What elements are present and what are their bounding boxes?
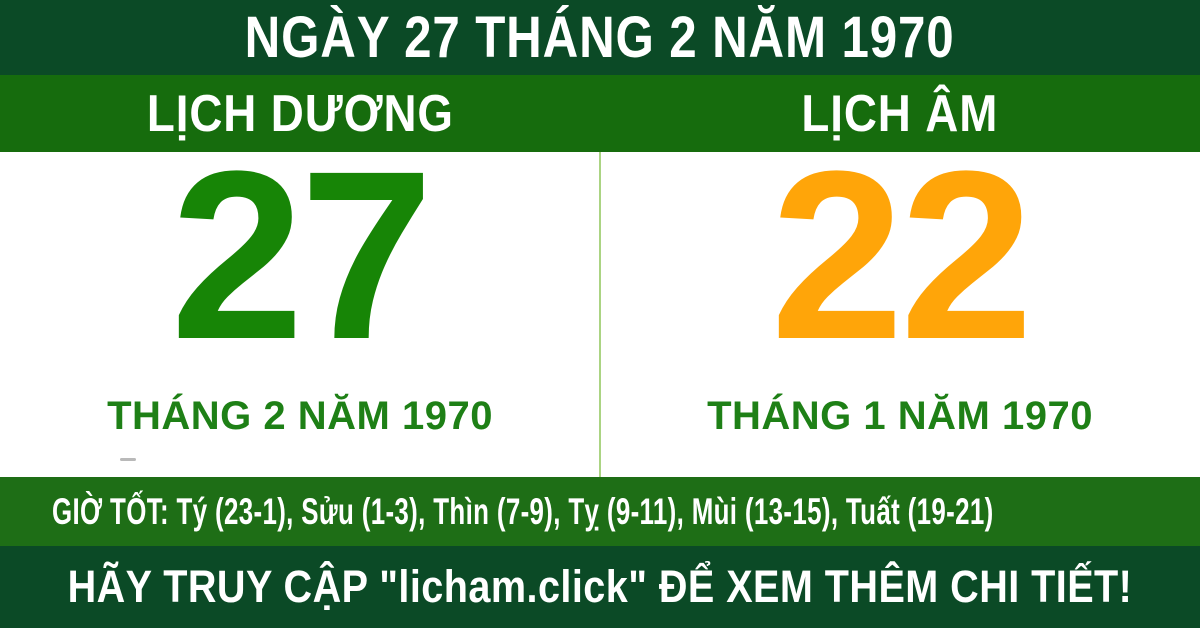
footer-cta-text: HÃY TRUY CẬP "licham.click" ĐỂ XEM THÊM … [67, 561, 1133, 612]
panel-divider-line [599, 152, 601, 477]
date-title: NGÀY 27 THÁNG 2 NĂM 1970 [245, 5, 955, 70]
solar-day-number: 27 [170, 121, 434, 389]
lunar-calendar-label: LỊCH ÂM [801, 84, 999, 143]
lunar-calendar-header: LỊCH ÂM [600, 75, 1200, 152]
calendar-type-header-row: LỊCH DƯƠNG LỊCH ÂM [0, 75, 1200, 152]
lunar-day-panel: 22 THÁNG 1 NĂM 1970 [600, 135, 1200, 477]
footer-cta-bar: HÃY TRUY CẬP "licham.click" ĐỂ XEM THÊM … [0, 546, 1200, 628]
date-title-bar: NGÀY 27 THÁNG 2 NĂM 1970 [0, 0, 1200, 75]
lunar-day-number: 22 [770, 121, 1034, 389]
good-hours-text: GIỜ TỐT: Tý (23-1), Sửu (1-3), Thìn (7-9… [52, 490, 994, 532]
small-dash-artifact [120, 458, 136, 461]
solar-month-label: THÁNG 2 NĂM 1970 [107, 394, 493, 438]
lunar-month-label: THÁNG 1 NĂM 1970 [707, 394, 1093, 438]
solar-day-panel: 27 THÁNG 2 NĂM 1970 [0, 135, 600, 477]
good-hours-bar: GIỜ TỐT: Tý (23-1), Sửu (1-3), Thìn (7-9… [0, 477, 1200, 546]
solar-calendar-label: LỊCH DƯƠNG [146, 84, 454, 143]
solar-calendar-header: LỊCH DƯƠNG [0, 75, 600, 152]
day-panels: 27 THÁNG 2 NĂM 1970 22 THÁNG 1 NĂM 1970 [0, 135, 1200, 477]
